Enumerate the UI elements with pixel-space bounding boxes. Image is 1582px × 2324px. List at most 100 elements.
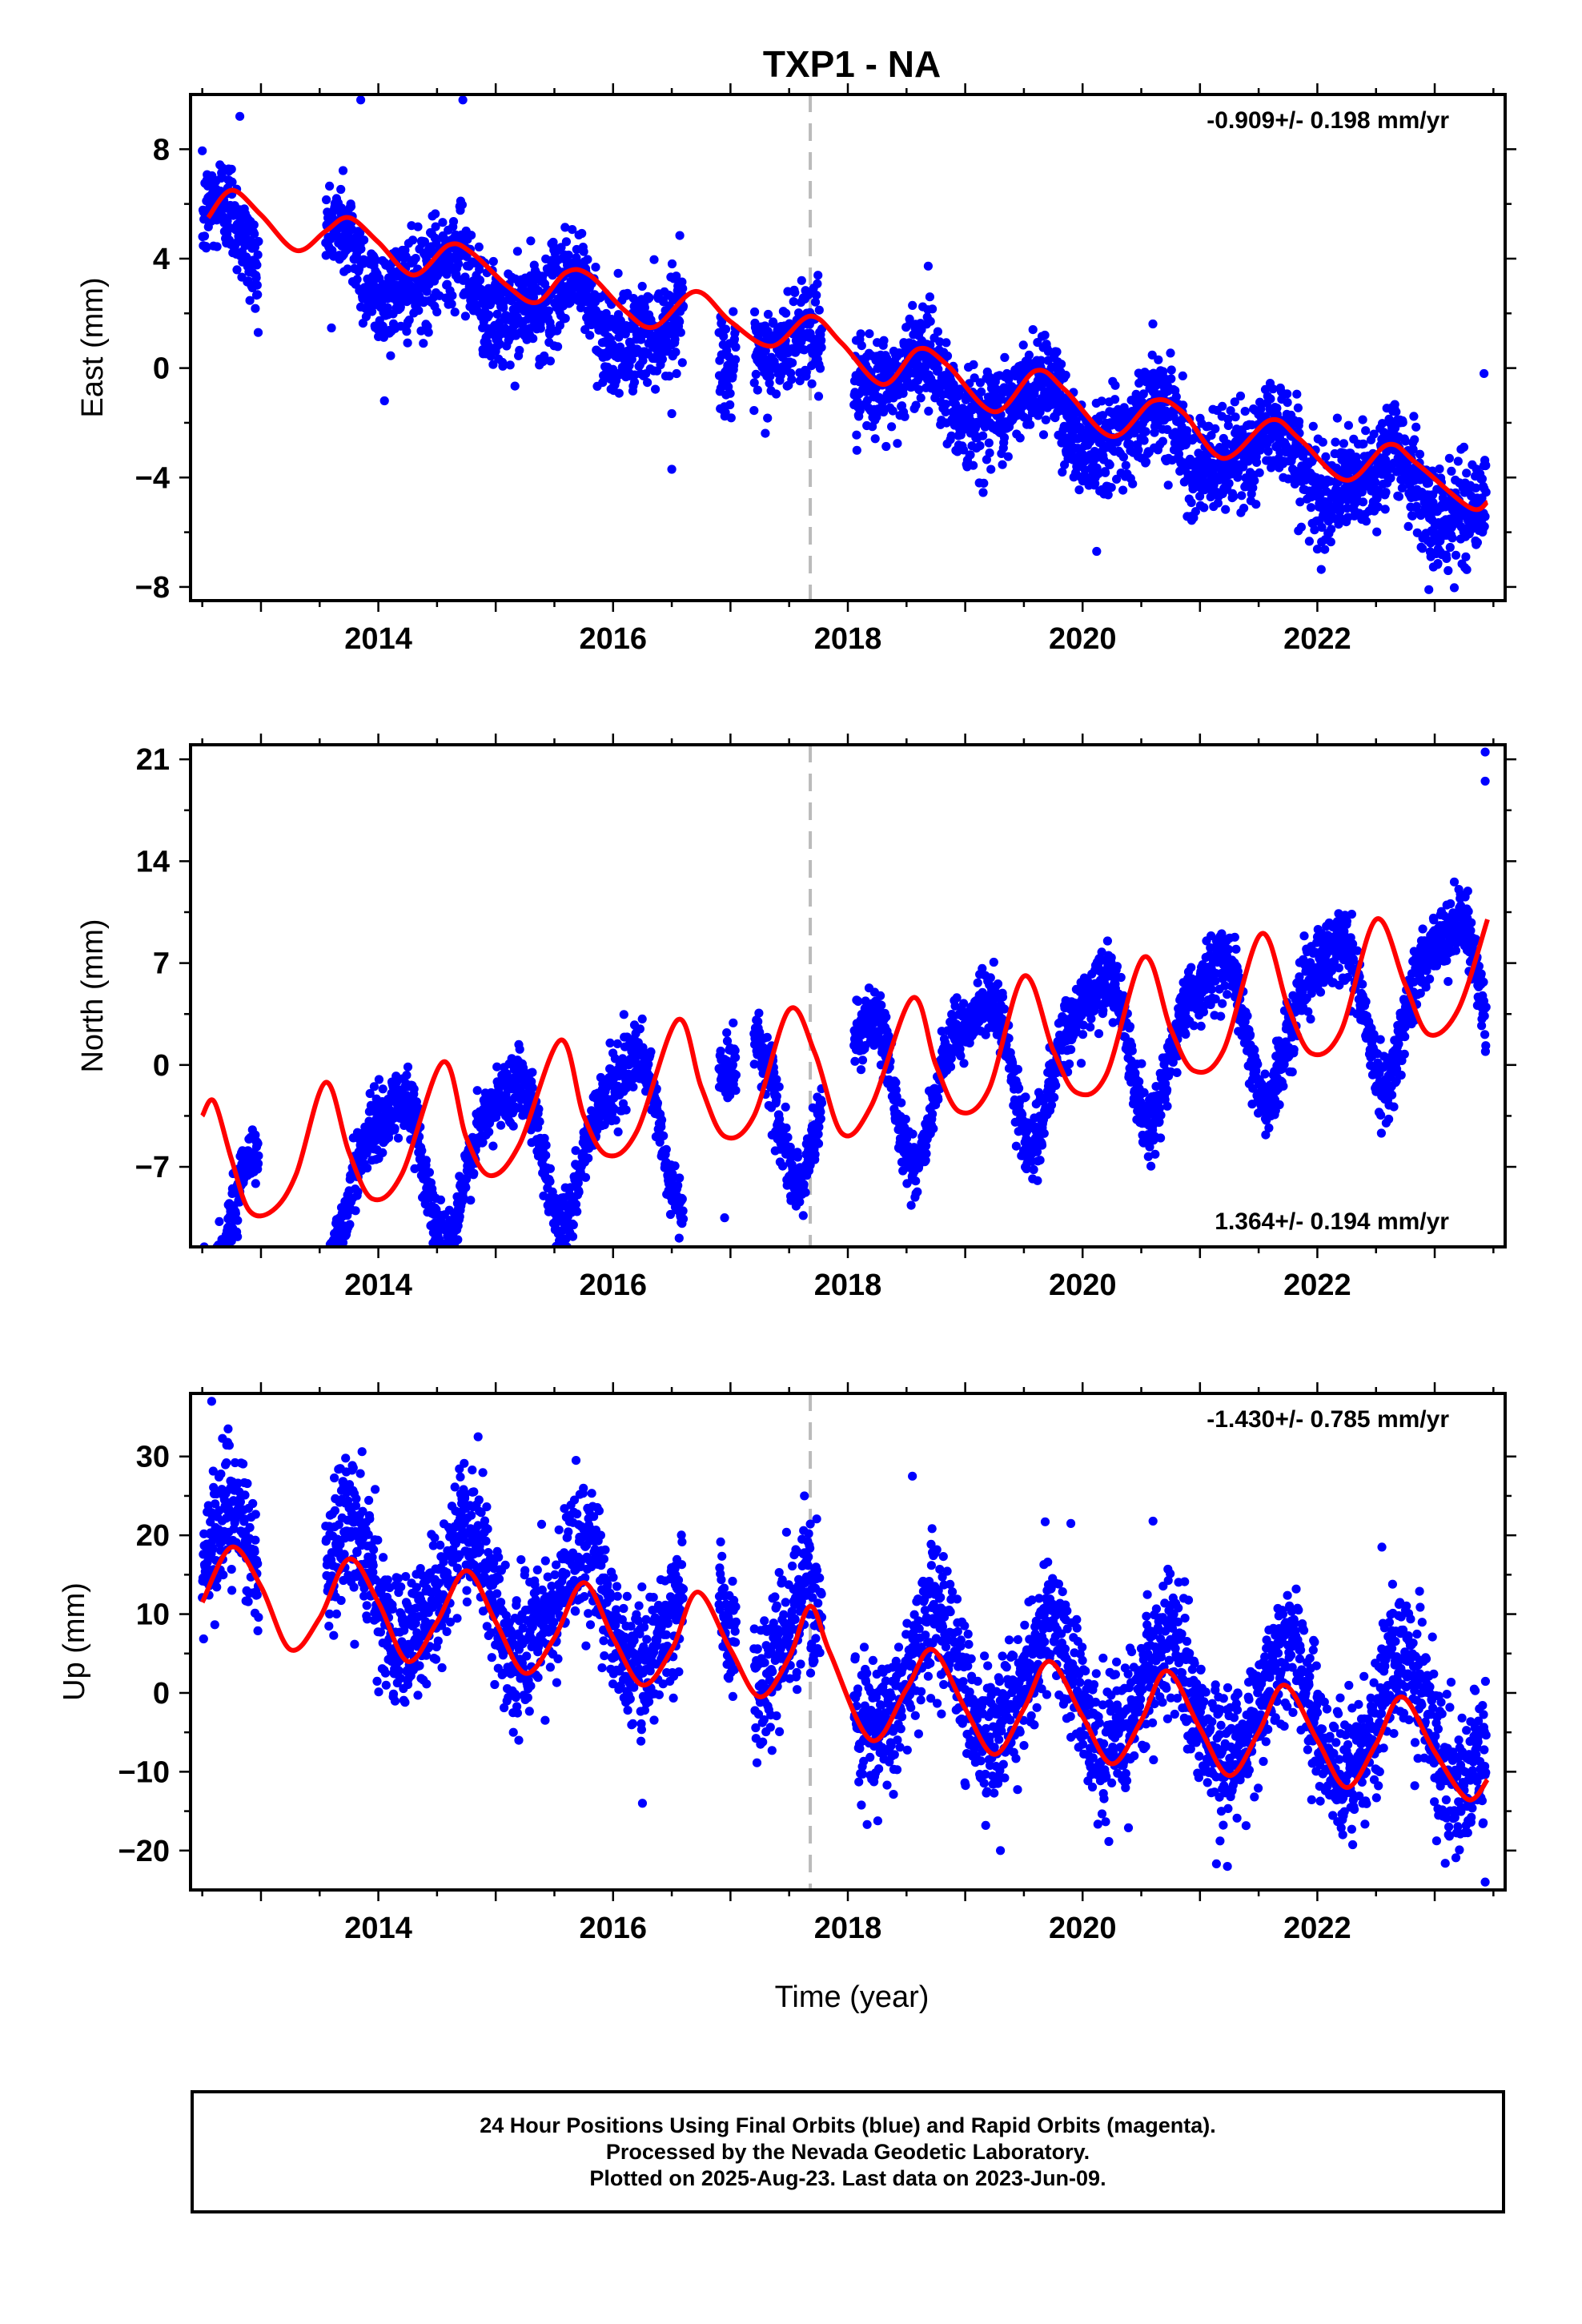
north-data-point xyxy=(436,1195,446,1204)
north-data-point xyxy=(443,1265,452,1273)
east-data-point xyxy=(643,378,652,388)
north-data-point xyxy=(200,1270,209,1279)
east-data-point xyxy=(790,287,800,297)
north-data-point xyxy=(203,1262,212,1271)
east-data-point xyxy=(649,255,659,264)
east-data-point xyxy=(979,478,989,489)
east-data-point xyxy=(488,360,498,369)
east-data-point xyxy=(1098,411,1107,420)
east-data-point xyxy=(232,265,242,275)
east-data-point xyxy=(1223,414,1233,424)
east-data-point xyxy=(1040,330,1050,340)
north-data-point xyxy=(207,1295,215,1304)
north-data-point xyxy=(351,1206,360,1216)
east-data-point xyxy=(404,316,414,325)
north-data-point xyxy=(207,1257,215,1266)
north-data-point xyxy=(619,1010,628,1019)
north-data-point xyxy=(221,1268,230,1277)
north-data-point xyxy=(219,1248,227,1257)
east-data-point xyxy=(1293,403,1303,412)
east-data-point xyxy=(561,237,572,247)
east-data-point xyxy=(1101,468,1110,477)
north-data-point xyxy=(496,1120,506,1130)
north-data-point xyxy=(205,1269,214,1277)
east-data-point xyxy=(321,251,331,260)
east-data-point xyxy=(1038,430,1049,440)
east-data-point xyxy=(797,275,806,285)
north-data-point xyxy=(345,1220,355,1229)
east-data-point xyxy=(1147,350,1157,360)
east-data-point xyxy=(731,342,741,352)
north-data-point xyxy=(213,1265,222,1273)
north-data-point xyxy=(254,1151,263,1160)
north-data-point xyxy=(437,1255,446,1264)
east-data-point xyxy=(1255,397,1265,407)
north-data-point xyxy=(613,1127,623,1136)
east-data-point xyxy=(1361,426,1371,436)
north-data-point xyxy=(198,1297,207,1306)
east-data-point xyxy=(252,280,262,290)
east-data-point xyxy=(1191,507,1200,517)
east-plot-area xyxy=(198,94,1491,601)
north-data-point xyxy=(378,1084,387,1094)
north-data-point xyxy=(199,1289,207,1298)
east-data-point xyxy=(1433,559,1443,569)
north-data-point xyxy=(218,1280,227,1289)
east-data-point xyxy=(865,329,874,339)
east-data-point xyxy=(227,177,237,187)
north-data-point xyxy=(323,1260,332,1269)
east-data-point xyxy=(1211,424,1220,434)
north-data-point xyxy=(678,1206,688,1216)
east-data-point xyxy=(560,223,570,232)
east-data-point xyxy=(1369,429,1379,439)
east-data-point xyxy=(448,254,457,263)
north-data-point xyxy=(325,1278,334,1287)
north-data-point xyxy=(205,1255,214,1264)
east-data-point xyxy=(1443,565,1453,576)
east-data-point xyxy=(1036,356,1046,365)
east-fit-line xyxy=(206,187,1489,513)
north-data-point xyxy=(201,1283,210,1292)
east-data-point xyxy=(721,324,731,334)
east-data-point xyxy=(1166,374,1176,384)
north-data-point xyxy=(203,1270,211,1279)
east-data-point xyxy=(941,407,950,416)
east-data-point xyxy=(1361,517,1371,526)
east-data-point xyxy=(1224,479,1234,489)
north-data-point xyxy=(584,1153,593,1163)
east-data-point xyxy=(1442,553,1452,564)
east-data-point xyxy=(1407,511,1417,521)
east-data-point xyxy=(420,237,430,247)
east-data-point xyxy=(1373,502,1383,512)
north-data-point xyxy=(568,1220,578,1230)
east-outlier-point xyxy=(458,95,468,105)
north-points xyxy=(198,747,1491,1306)
east-data-point xyxy=(403,338,412,348)
north-data-point xyxy=(659,1131,669,1140)
east-data-point xyxy=(1105,460,1114,470)
north-data-point xyxy=(378,1148,387,1157)
east-y-axis-label: East (mm) xyxy=(76,277,110,417)
east-data-point xyxy=(1480,512,1490,521)
north-data-point xyxy=(440,1265,449,1274)
east-data-point xyxy=(253,290,263,300)
east-data-point xyxy=(984,438,994,448)
north-data-point xyxy=(211,1266,219,1275)
east-outlier-point xyxy=(667,464,677,474)
east-data-point xyxy=(749,405,759,416)
north-data-point xyxy=(535,1117,544,1127)
east-data-point xyxy=(583,255,592,264)
north-data-point xyxy=(219,1252,228,1261)
east-data-point xyxy=(383,303,392,312)
east-data-point xyxy=(1409,412,1419,421)
north-data-point xyxy=(204,1285,213,1294)
north-data-point xyxy=(199,1261,207,1269)
east-data-point xyxy=(1026,420,1035,429)
east-data-point xyxy=(1041,415,1050,424)
east-data-point xyxy=(325,181,335,191)
north-data-point xyxy=(231,1208,240,1218)
east-data-point xyxy=(1266,394,1275,404)
north-data-point xyxy=(670,1161,680,1171)
north-data-point xyxy=(628,1082,638,1092)
east-x-tick-label: 2016 xyxy=(580,622,648,656)
